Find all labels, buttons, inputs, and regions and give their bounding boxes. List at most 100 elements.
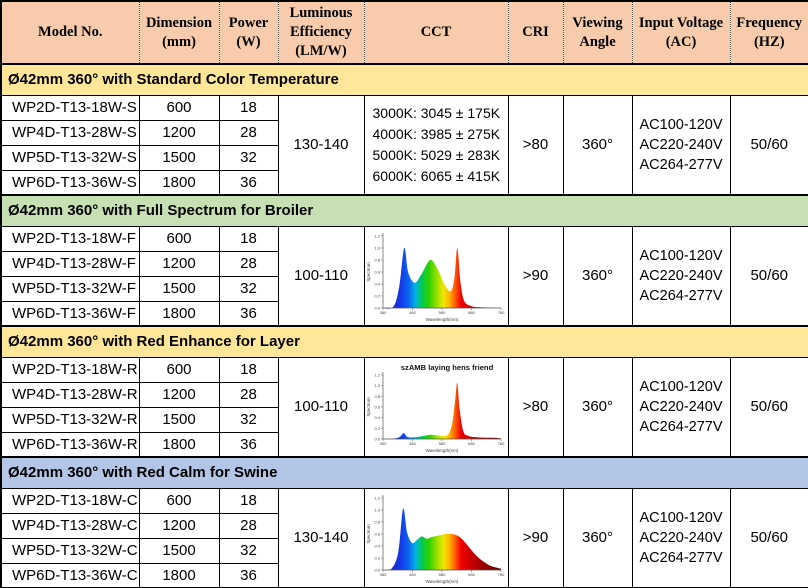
svg-text:0.6: 0.6: [374, 404, 380, 409]
svg-text:480: 480: [409, 441, 416, 446]
svg-text:Spectrum: Spectrum: [366, 397, 371, 417]
input-voltage-cell: AC100-120V AC220-240V AC264-277V: [631, 487, 731, 588]
dimension-cell: 1800: [138, 431, 220, 458]
table-row: WP4D-T13-28W-C 1200 28: [0, 512, 808, 539]
model-cell: WP5D-T13-32W-F: [0, 275, 140, 302]
svg-text:780: 780: [498, 310, 505, 315]
svg-text:1.0: 1.0: [374, 507, 380, 512]
power-cell: 28: [218, 512, 279, 539]
table-row: WP6D-T13-36W-R 1800 36: [0, 431, 808, 458]
svg-text:0.4: 0.4: [374, 543, 380, 548]
svg-text:380: 380: [380, 441, 387, 446]
spectrum-chart-swine: 0.0 0.2 0.4 0.6 0.8 1.0 1.2 380 480 580 680 780 Spec…: [366, 490, 506, 585]
power-cell: 36: [218, 169, 279, 196]
svg-text:680: 680: [468, 441, 475, 446]
power-cell: 18: [218, 225, 279, 252]
svg-text:380: 380: [380, 572, 387, 577]
model-cell: WP6D-T13-36W-C: [0, 562, 140, 588]
frequency-cell: 50/60: [729, 225, 808, 327]
input-voltage-cell: AC100-120V AC220-240V AC264-277V: [631, 225, 731, 327]
cri-cell: >80: [507, 356, 564, 458]
svg-text:0.8: 0.8: [374, 519, 380, 524]
section-band-swine: Ø42mm 360° with Red Calm for Swine: [0, 456, 808, 489]
dimension-cell: 1800: [138, 562, 220, 588]
svg-text:0.0: 0.0: [374, 305, 380, 310]
viewing-angle-cell: 360°: [562, 356, 633, 458]
dimension-cell: 1500: [138, 144, 220, 171]
dimension-cell: 600: [138, 356, 220, 383]
input-voltage-cell: AC100-120V AC220-240V AC264-277V: [631, 94, 731, 196]
dimension-cell: 1800: [138, 169, 220, 196]
model-cell: WP2D-T13-18W-R: [0, 356, 140, 383]
power-cell: 36: [218, 300, 279, 327]
viewing-angle-cell: 360°: [562, 487, 633, 588]
table-row: WP4D-T13-28W-S 1200 28: [0, 119, 808, 146]
dimension-cell: 600: [138, 487, 220, 514]
col-header-dimension: Dimension (mm): [138, 0, 220, 65]
svg-text:0.8: 0.8: [374, 394, 380, 399]
col-header-frequency: Frequency (HZ): [729, 0, 808, 65]
voltage-line: AC100-120V: [639, 378, 723, 395]
cri-cell: >90: [507, 225, 564, 327]
svg-text:480: 480: [409, 572, 416, 577]
svg-text:680: 680: [468, 310, 475, 315]
model-cell: WP5D-T13-32W-S: [0, 144, 140, 171]
model-cell: WP2D-T13-18W-S: [0, 94, 140, 121]
cct-cell: 0.0 0.2 0.4 0.6 0.8 1.0 1.2 380 480 580 680 780 Spec…: [363, 225, 509, 327]
dimension-cell: 1800: [138, 300, 220, 327]
power-cell: 32: [218, 537, 279, 564]
spectrum-chart-broiler: 0.0 0.2 0.4 0.6 0.8 1.0 1.2 380 480 580 680 780 Spec…: [366, 228, 506, 323]
input-voltage-cell: AC100-120V AC220-240V AC264-277V: [631, 356, 731, 458]
model-cell: WP6D-T13-36W-F: [0, 300, 140, 327]
table-row: WP6D-T13-36W-S 1800 36: [0, 169, 808, 196]
power-cell: 18: [218, 94, 279, 121]
frequency-cell: 50/60: [729, 356, 808, 458]
power-cell: 28: [218, 119, 279, 146]
dimension-cell: 1200: [138, 512, 220, 539]
spectrum-chart-layer: 0.0 0.2 0.4 0.6 0.8 1.0 1.2 380 480 580 680 780 Spec…: [366, 359, 506, 454]
svg-text:780: 780: [498, 441, 505, 446]
svg-text:0.2: 0.2: [374, 555, 380, 560]
model-cell: WP4D-T13-28W-R: [0, 381, 140, 408]
section-band-layer: Ø42mm 360° with Red Enhance for Layer: [0, 325, 808, 358]
svg-text:Spectrum: Spectrum: [366, 262, 371, 282]
luminous-efficiency-cell: 130-140: [277, 94, 365, 196]
table-row: WP2D-T13-18W-C 600 18 130-140 0.0 0.2 0.4 0…: [0, 487, 808, 588]
voltage-line: AC100-120V: [639, 116, 723, 133]
voltage-line: AC220-240V: [639, 136, 723, 153]
viewing-angle-cell: 360°: [562, 94, 633, 196]
svg-text:580: 580: [439, 572, 446, 577]
svg-text:780: 780: [498, 572, 505, 577]
table-row: WP5D-T13-32W-S 1500 32: [0, 144, 808, 171]
svg-text:Wavelength(nm): Wavelength(nm): [426, 579, 459, 584]
voltage-line: AC100-120V: [639, 247, 723, 264]
power-cell: 18: [218, 356, 279, 383]
table-row: WP2D-T13-18W-S 600 18 130-140 3000K: 304…: [0, 94, 808, 196]
svg-text:Wavelength(nm): Wavelength(nm): [426, 317, 459, 322]
svg-text:Spectrum: Spectrum: [366, 524, 371, 544]
model-cell: WP5D-T13-32W-C: [0, 537, 140, 564]
voltage-line: AC264-277V: [639, 287, 723, 304]
col-header-viewing-angle: Viewing Angle: [562, 0, 633, 65]
model-cell: WP6D-T13-36W-S: [0, 169, 140, 196]
svg-text:0.0: 0.0: [374, 567, 380, 572]
model-cell: WP4D-T13-28W-F: [0, 250, 140, 277]
voltage-line: AC220-240V: [639, 398, 723, 415]
dimension-cell: 600: [138, 225, 220, 252]
svg-text:0.4: 0.4: [374, 281, 380, 286]
col-header-model: Model No.: [0, 0, 140, 65]
power-cell: 36: [218, 431, 279, 458]
model-cell: WP6D-T13-36W-R: [0, 431, 140, 458]
voltage-line: AC264-277V: [639, 156, 723, 173]
model-cell: WP4D-T13-28W-S: [0, 119, 140, 146]
table-row: WP5D-T13-32W-F 1500 32: [0, 275, 808, 302]
section-title-broiler: Ø42mm 360° with Full Spectrum for Broile…: [0, 194, 808, 227]
luminous-efficiency-cell: 100-110: [277, 356, 365, 458]
section-title-standard: Ø42mm 360° with Standard Color Temperatu…: [0, 63, 808, 96]
power-cell: 28: [218, 381, 279, 408]
model-cell: WP2D-T13-18W-C: [0, 487, 140, 514]
svg-text:1.2: 1.2: [374, 233, 380, 238]
svg-text:580: 580: [439, 310, 446, 315]
power-cell: 36: [218, 562, 279, 588]
